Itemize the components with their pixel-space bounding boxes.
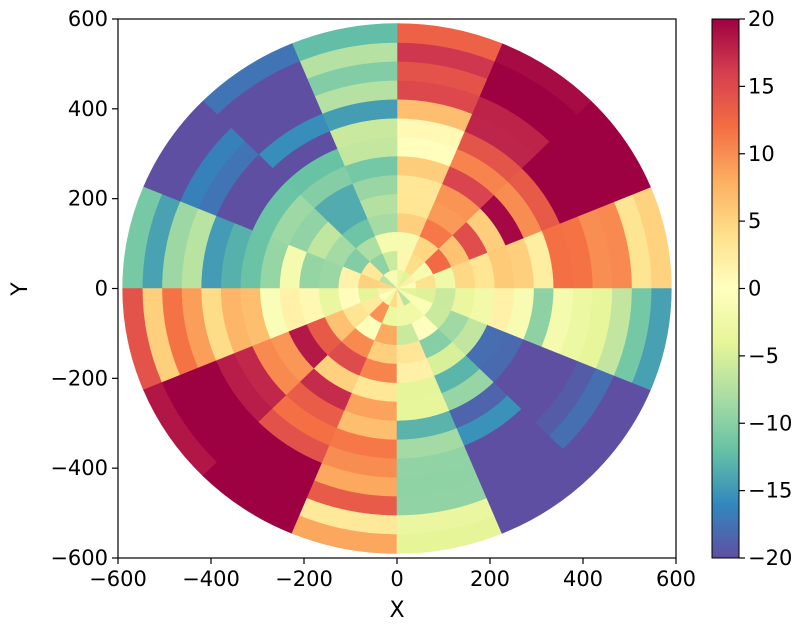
y-axis: −600 −400 −200 0 200 400 600	[50, 7, 118, 570]
x-tick-label: 600	[656, 567, 696, 591]
heatmap-cell	[631, 288, 672, 391]
y-tick-label: 0	[95, 277, 108, 301]
colorbar-gradient	[711, 18, 740, 559]
colorbar-tick-label: 0	[748, 277, 761, 301]
colorbar-tick-label: 20	[748, 7, 775, 31]
x-axis: −600 −400 −200 0 200 400 600	[89, 558, 696, 591]
colorbar-tick-label: 10	[748, 142, 775, 166]
y-axis-title: Y	[8, 282, 33, 297]
colorbar-tick-label: −5	[748, 344, 779, 368]
y-tick-label: −200	[50, 366, 108, 390]
y-tick-label: 200	[68, 187, 108, 211]
colorbar-tick-label: 15	[748, 74, 775, 98]
colorbar-tick-label: −10	[748, 411, 792, 435]
y-tick-label: −600	[50, 546, 108, 570]
x-axis-title: X	[389, 598, 404, 623]
colorbar: 20 15 10 5 0 −5 −10 −15 −20	[711, 7, 792, 570]
colorbar-tick-label: −20	[748, 546, 792, 570]
colorbar-tick-label: 5	[748, 209, 761, 233]
x-tick-label: −600	[89, 567, 147, 591]
x-tick-label: 400	[563, 567, 603, 591]
y-tick-label: −400	[50, 456, 108, 480]
y-tick-label: 600	[68, 7, 108, 31]
heatmap-cells	[122, 23, 672, 554]
colorbar-tick-label: −15	[748, 479, 792, 503]
x-tick-label: 200	[470, 567, 510, 591]
x-tick-label: −400	[182, 567, 240, 591]
x-tick-label: −200	[275, 567, 333, 591]
y-tick-label: 400	[68, 97, 108, 121]
colorbar-ticks: 20 15 10 5 0 −5 −10 −15 −20	[739, 7, 792, 570]
x-tick-label: 0	[390, 567, 403, 591]
